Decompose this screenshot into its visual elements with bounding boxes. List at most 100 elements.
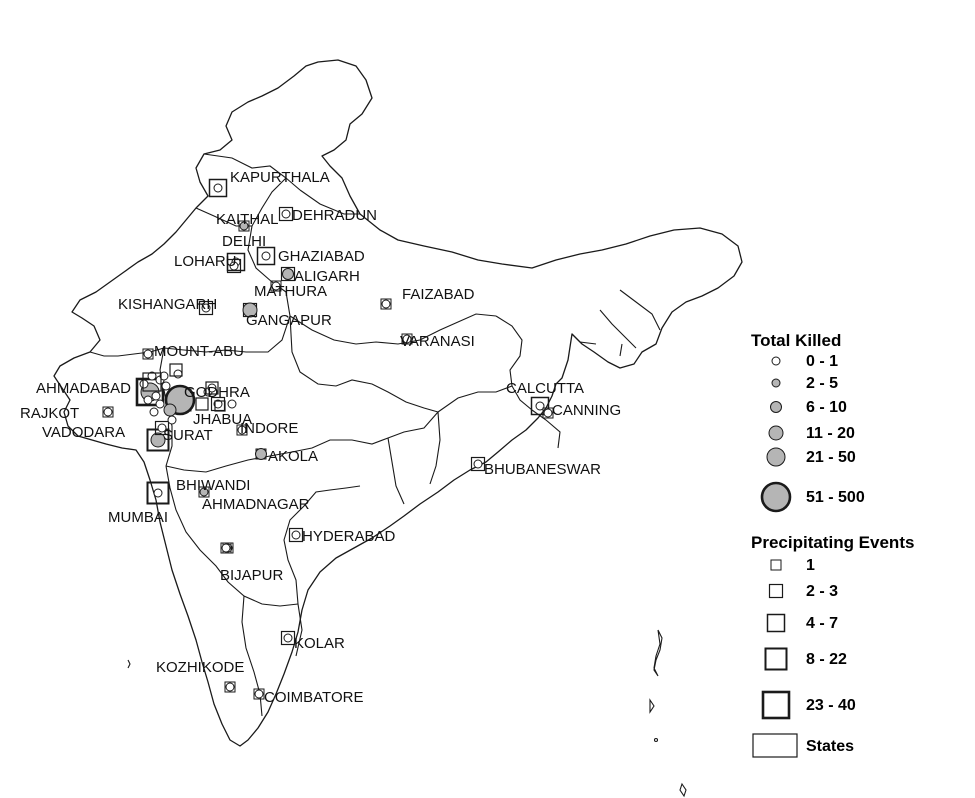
killed-circle-mathura bbox=[271, 281, 281, 291]
events-square-mount-abu bbox=[142, 348, 154, 360]
cluster-circle-13 bbox=[173, 369, 183, 379]
events-square-aligarh bbox=[280, 266, 296, 282]
legend-events-label-1: 2 - 3 bbox=[806, 583, 838, 600]
events-square-bhubaneswar bbox=[470, 456, 486, 472]
city-label-dehradun: DEHRADUN bbox=[292, 207, 377, 224]
cluster-circle-12 bbox=[227, 399, 237, 409]
cluster-circle-3 bbox=[161, 381, 171, 391]
city-label-ahmadabad: AHMADABAD bbox=[36, 380, 131, 397]
city-label-bhubaneswar: BHUBANESWAR bbox=[484, 461, 601, 478]
events-square-indore bbox=[236, 424, 248, 436]
killed-circle-mumbai bbox=[153, 488, 163, 498]
city-label-ahmadnagar: AHMADNAGAR bbox=[202, 496, 310, 513]
city-label-kaithal: KAITHAL bbox=[216, 211, 279, 228]
city-label-mount-abu: MOUNT-ABU bbox=[154, 343, 244, 360]
legend-killed-title: Total Killed bbox=[751, 331, 841, 350]
city-label-indore: INDORE bbox=[240, 420, 298, 437]
city-label-bijapur: BIJAPUR bbox=[220, 567, 284, 584]
events-square-mathura bbox=[270, 280, 282, 292]
legend-events-symbol-0 bbox=[770, 559, 782, 571]
events-square-coimbatore bbox=[253, 688, 265, 700]
city-label-kapurthala: KAPURTHALA bbox=[230, 169, 330, 186]
killed-circle-coimbatore bbox=[254, 689, 264, 699]
legend-killed-label-0: 0 - 1 bbox=[806, 353, 838, 370]
city-label-delhi: DELHI bbox=[222, 233, 266, 250]
cluster-square-2 bbox=[205, 381, 219, 395]
legend-killed-symbol-1 bbox=[771, 378, 781, 388]
events-square-bijapur bbox=[220, 542, 232, 554]
events-square-canning bbox=[542, 407, 554, 419]
legend-events-symbol-2 bbox=[766, 613, 786, 633]
legend-killed-symbol-3 bbox=[768, 425, 784, 441]
legend-killed-symbol-0 bbox=[771, 356, 781, 366]
legend-killed-label-3: 11 - 20 bbox=[806, 425, 855, 442]
killed-circle-mount-abu bbox=[143, 349, 153, 359]
cluster-circle-5 bbox=[143, 395, 153, 405]
events-square-varanasi bbox=[401, 333, 413, 345]
cluster-square-0 bbox=[142, 372, 162, 392]
legend-events-label-0: 1 bbox=[806, 557, 815, 574]
legend-events-classes: 1 2 - 3 4 - 7 8 - 22 23 - 40 bbox=[761, 557, 856, 720]
city-label-calcutta: CALCUTTA bbox=[506, 380, 584, 397]
killed-circle-calcutta bbox=[535, 401, 545, 411]
legend-states-label: States bbox=[806, 738, 854, 755]
killed-circle-kozhikode bbox=[225, 682, 235, 692]
city-label-faizabad: FAIZABAD bbox=[402, 286, 475, 303]
legend-killed-label-5: 51 - 500 bbox=[806, 489, 865, 506]
legend-killed-label-4: 21 - 50 bbox=[806, 449, 856, 466]
events-square-dehradun bbox=[278, 206, 294, 222]
events-square-kaithal bbox=[238, 220, 250, 232]
city-label-mathura: MATHURA bbox=[254, 283, 327, 300]
city-label-kozhikode: KOZHIKODE bbox=[156, 659, 244, 676]
killed-circle-hyderabad bbox=[291, 530, 301, 540]
events-square-kolar bbox=[280, 630, 296, 646]
events-square-kozhikode bbox=[224, 681, 236, 693]
legend-events-label-4: 23 - 40 bbox=[806, 697, 856, 714]
legend-killed-classes: 0 - 1 2 - 5 6 - 10 11 - 20 21 - 50 51 - 500 bbox=[760, 353, 865, 513]
cluster-circle-7 bbox=[163, 403, 177, 417]
events-square-mumbai bbox=[146, 481, 170, 505]
killed-circle-indore bbox=[237, 425, 247, 435]
events-square-surat bbox=[154, 420, 170, 436]
events-square-faizabad bbox=[380, 298, 392, 310]
legend-killed-symbol-2 bbox=[770, 401, 782, 413]
city-label-jhabua: JHABUA bbox=[193, 411, 252, 428]
city-label-mumbai: MUMBAI bbox=[108, 509, 168, 526]
killed-circle-bijapur bbox=[221, 543, 231, 553]
city-label-loharu: LOHARU bbox=[174, 253, 237, 270]
events-square-hyderabad bbox=[288, 527, 304, 543]
cluster-circle-8 bbox=[149, 407, 159, 417]
legend-killed-symbol-5 bbox=[760, 481, 792, 513]
legend-events-symbol-4 bbox=[761, 690, 791, 720]
city-label-kishangarh: KISHANGARH bbox=[118, 296, 217, 313]
events-square-rajkot bbox=[102, 406, 114, 418]
city-label-rajkot: RAJKOT bbox=[20, 405, 79, 422]
legend-events-symbol-3 bbox=[764, 647, 788, 671]
events-square-ghaziabad bbox=[256, 246, 276, 266]
killed-circle-canning bbox=[543, 408, 553, 418]
killed-circle-vadodara bbox=[150, 432, 166, 448]
cluster-square-1 bbox=[169, 363, 183, 377]
city-label-canning: CANNING bbox=[552, 402, 621, 419]
legend-states-swatch bbox=[752, 733, 798, 758]
killed-circle-ghaziabad bbox=[261, 251, 271, 261]
cluster-circle-0 bbox=[139, 379, 149, 389]
city-label-akola: AKOLA bbox=[268, 448, 318, 465]
city-label-surat: SURAT bbox=[163, 427, 213, 444]
killed-circle-bhubaneswar bbox=[473, 459, 483, 469]
events-square-kapurthala bbox=[208, 178, 228, 198]
cluster-circle-6 bbox=[155, 399, 165, 409]
cluster-circle-4 bbox=[151, 391, 161, 401]
city-label-kolar: KOLAR bbox=[294, 635, 345, 652]
city-label-varanasi: VARANASI bbox=[400, 333, 475, 350]
city-labels: KAPURTHALA DEHRADUN KAITHAL DELHI GHAZIABAD L… bbox=[20, 169, 621, 706]
killed-circle-loharu bbox=[229, 261, 239, 271]
events-square-kishangarh bbox=[198, 300, 214, 316]
killed-circle-aligarh bbox=[282, 268, 294, 280]
legend-events-symbol-1 bbox=[768, 583, 784, 599]
killed-circle-surat bbox=[157, 423, 167, 433]
legend-killed-symbol-4 bbox=[766, 447, 786, 467]
killed-circle-varanasi bbox=[402, 334, 412, 344]
city-label-vadodara: VADODARA bbox=[42, 424, 125, 441]
